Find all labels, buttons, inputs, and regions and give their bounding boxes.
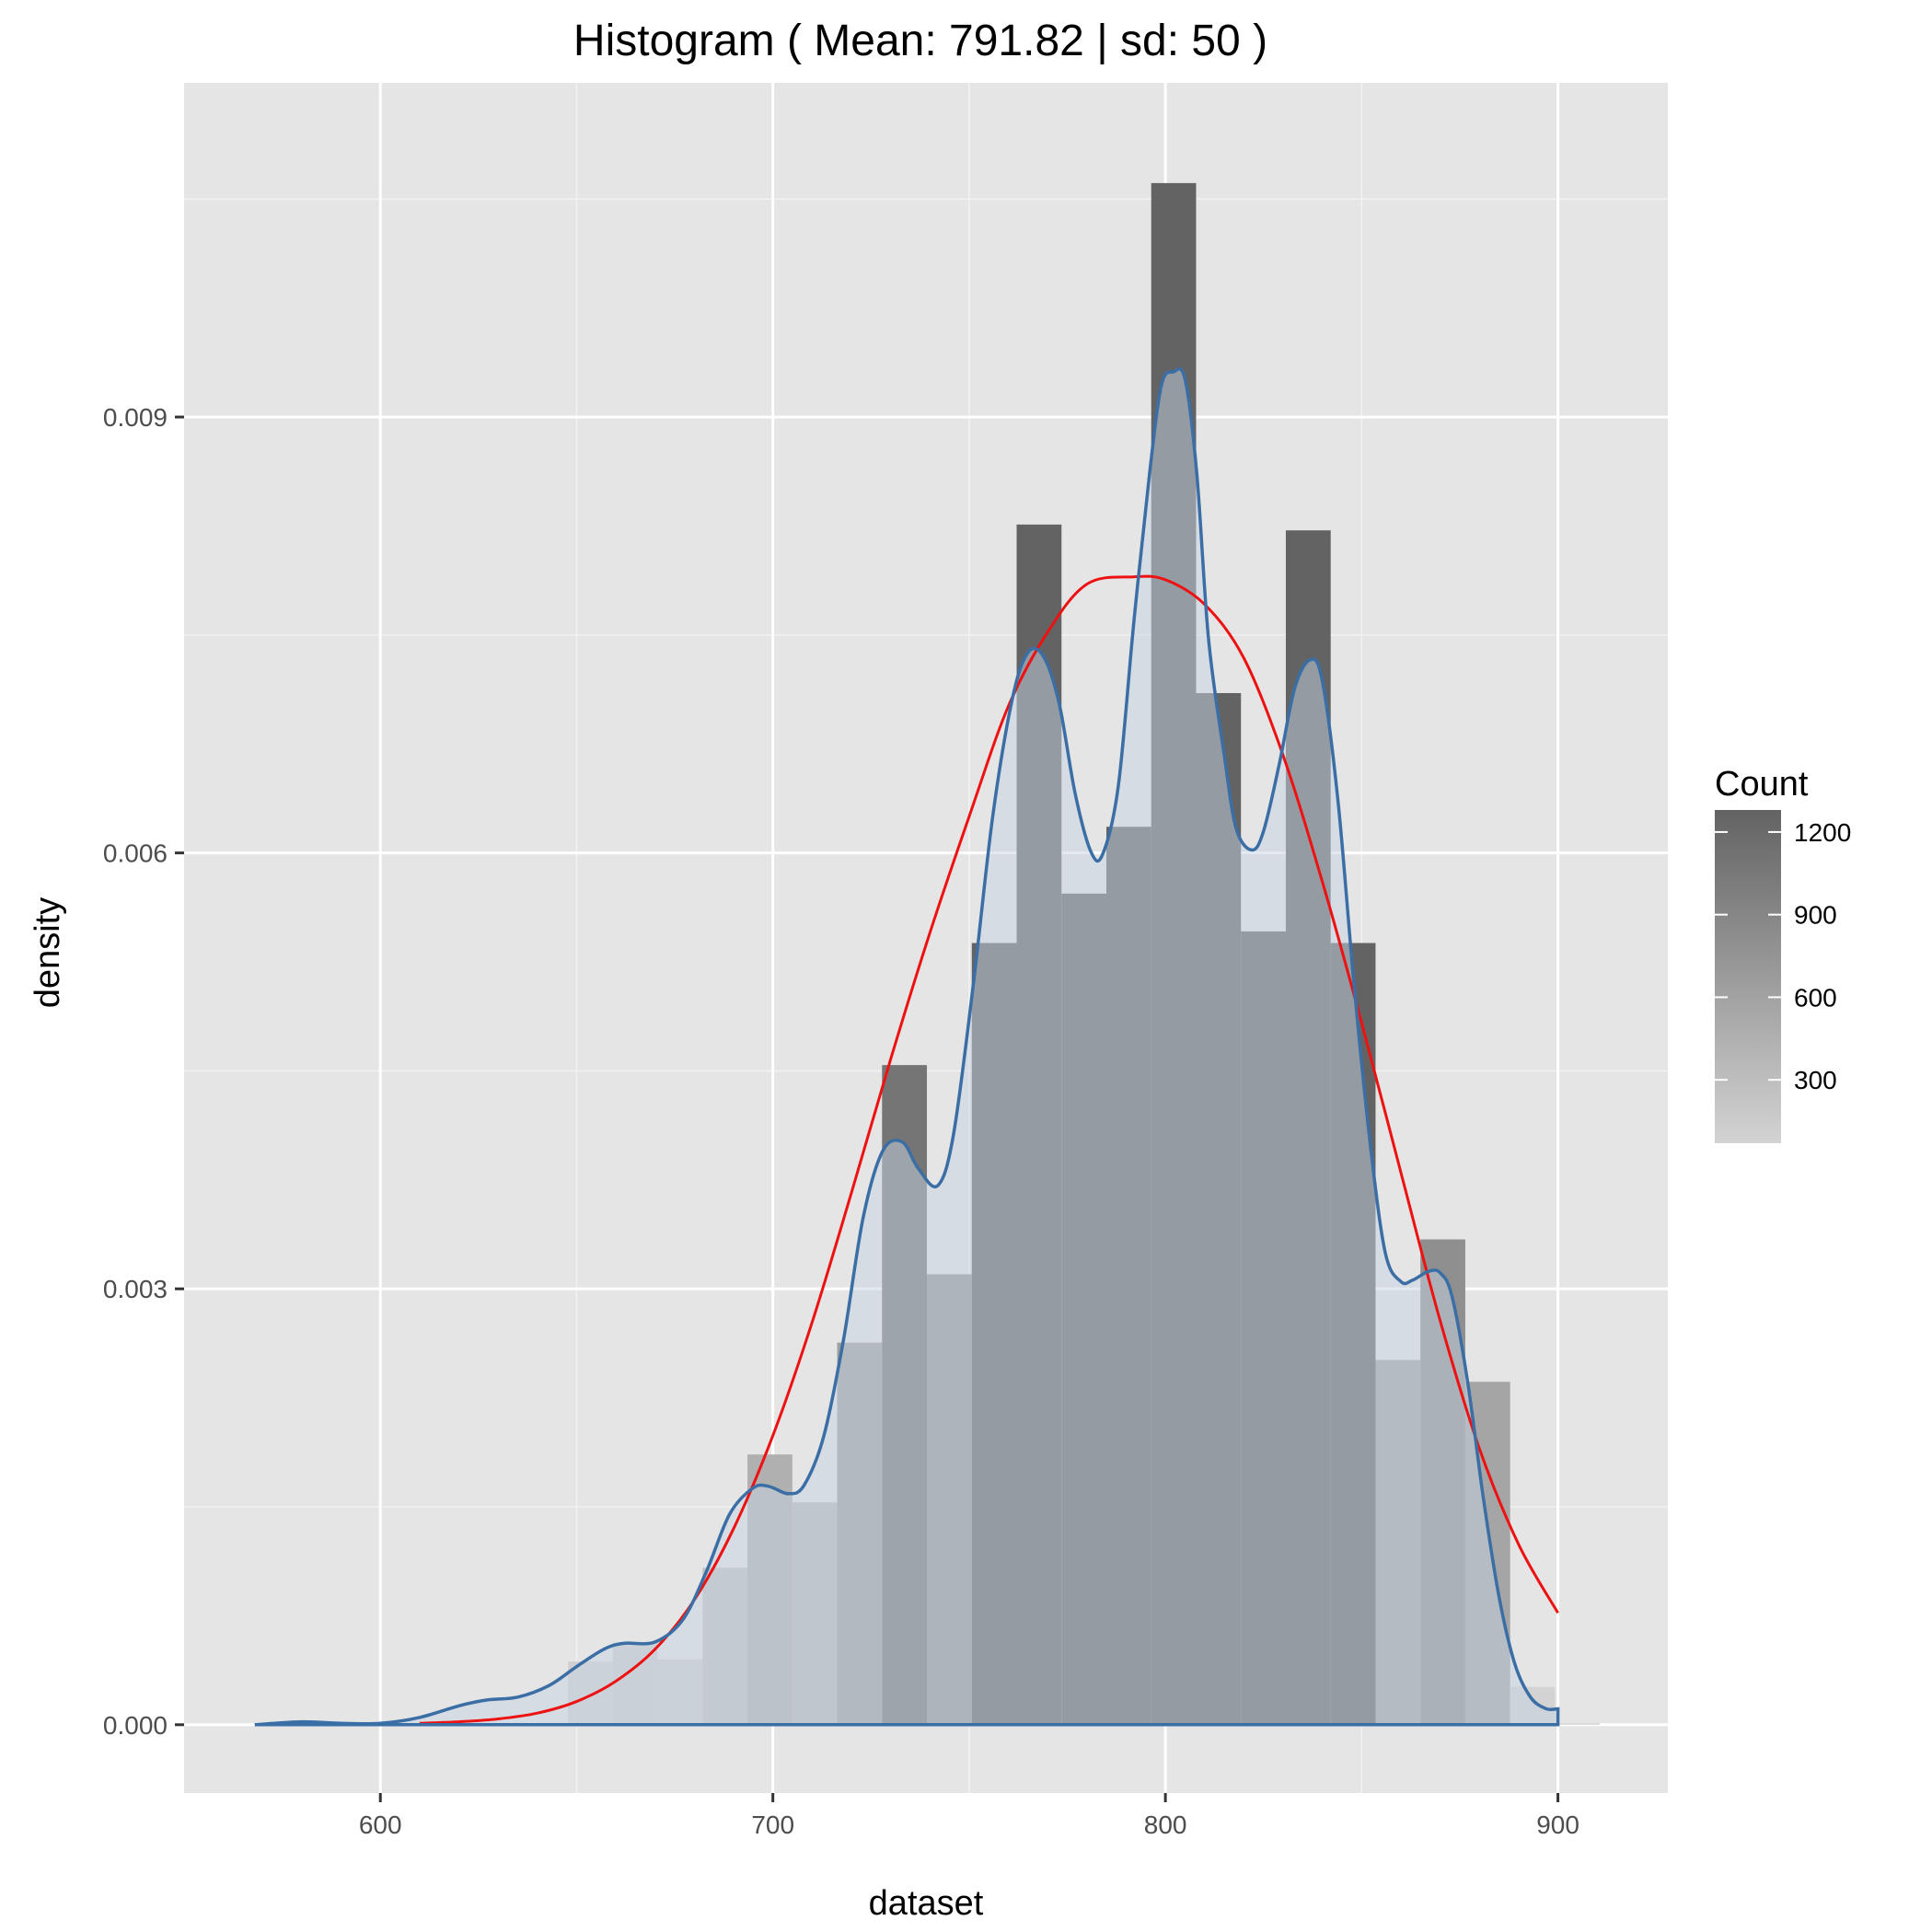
y-axis: 0.000 0.003 0.006 0.009: [103, 403, 184, 1740]
x-axis-title: dataset: [869, 1884, 984, 1923]
density-area: [254, 368, 1558, 1725]
chart-title: Histogram ( Mean: 791.82 | sd: 50 ): [573, 17, 1267, 65]
density-curve-line: [254, 367, 1560, 1727]
legend-colorbar: [1715, 810, 1781, 1143]
x-tick-label: 700: [751, 1811, 794, 1839]
y-tick-label: 0.006: [103, 839, 168, 868]
x-tick-label: 800: [1144, 1811, 1187, 1839]
y-tick-label: 0.009: [103, 403, 168, 432]
legend: Count 300 600 900 1200: [1715, 765, 1851, 1143]
grid-minor: [184, 83, 1668, 1793]
legend-tick-label: 900: [1794, 901, 1837, 930]
x-axis: 600 700 800 900: [359, 1793, 1579, 1839]
y-axis-title: density: [29, 897, 67, 1008]
legend-title: Count: [1715, 765, 1809, 804]
histogram-bar: [1555, 1723, 1601, 1725]
curves: [254, 367, 1560, 1727]
y-tick-label: 0.000: [103, 1711, 168, 1740]
legend-tick-label: 600: [1794, 983, 1837, 1012]
legend-ticks: 300 600 900 1200: [1715, 818, 1851, 1094]
legend-tick-label: 1200: [1794, 818, 1851, 847]
y-tick-label: 0.003: [103, 1275, 168, 1303]
x-tick-label: 600: [359, 1811, 402, 1839]
legend-tick-label: 300: [1794, 1066, 1837, 1094]
normal-curve-line: [419, 574, 1559, 1725]
x-tick-label: 900: [1536, 1811, 1579, 1839]
